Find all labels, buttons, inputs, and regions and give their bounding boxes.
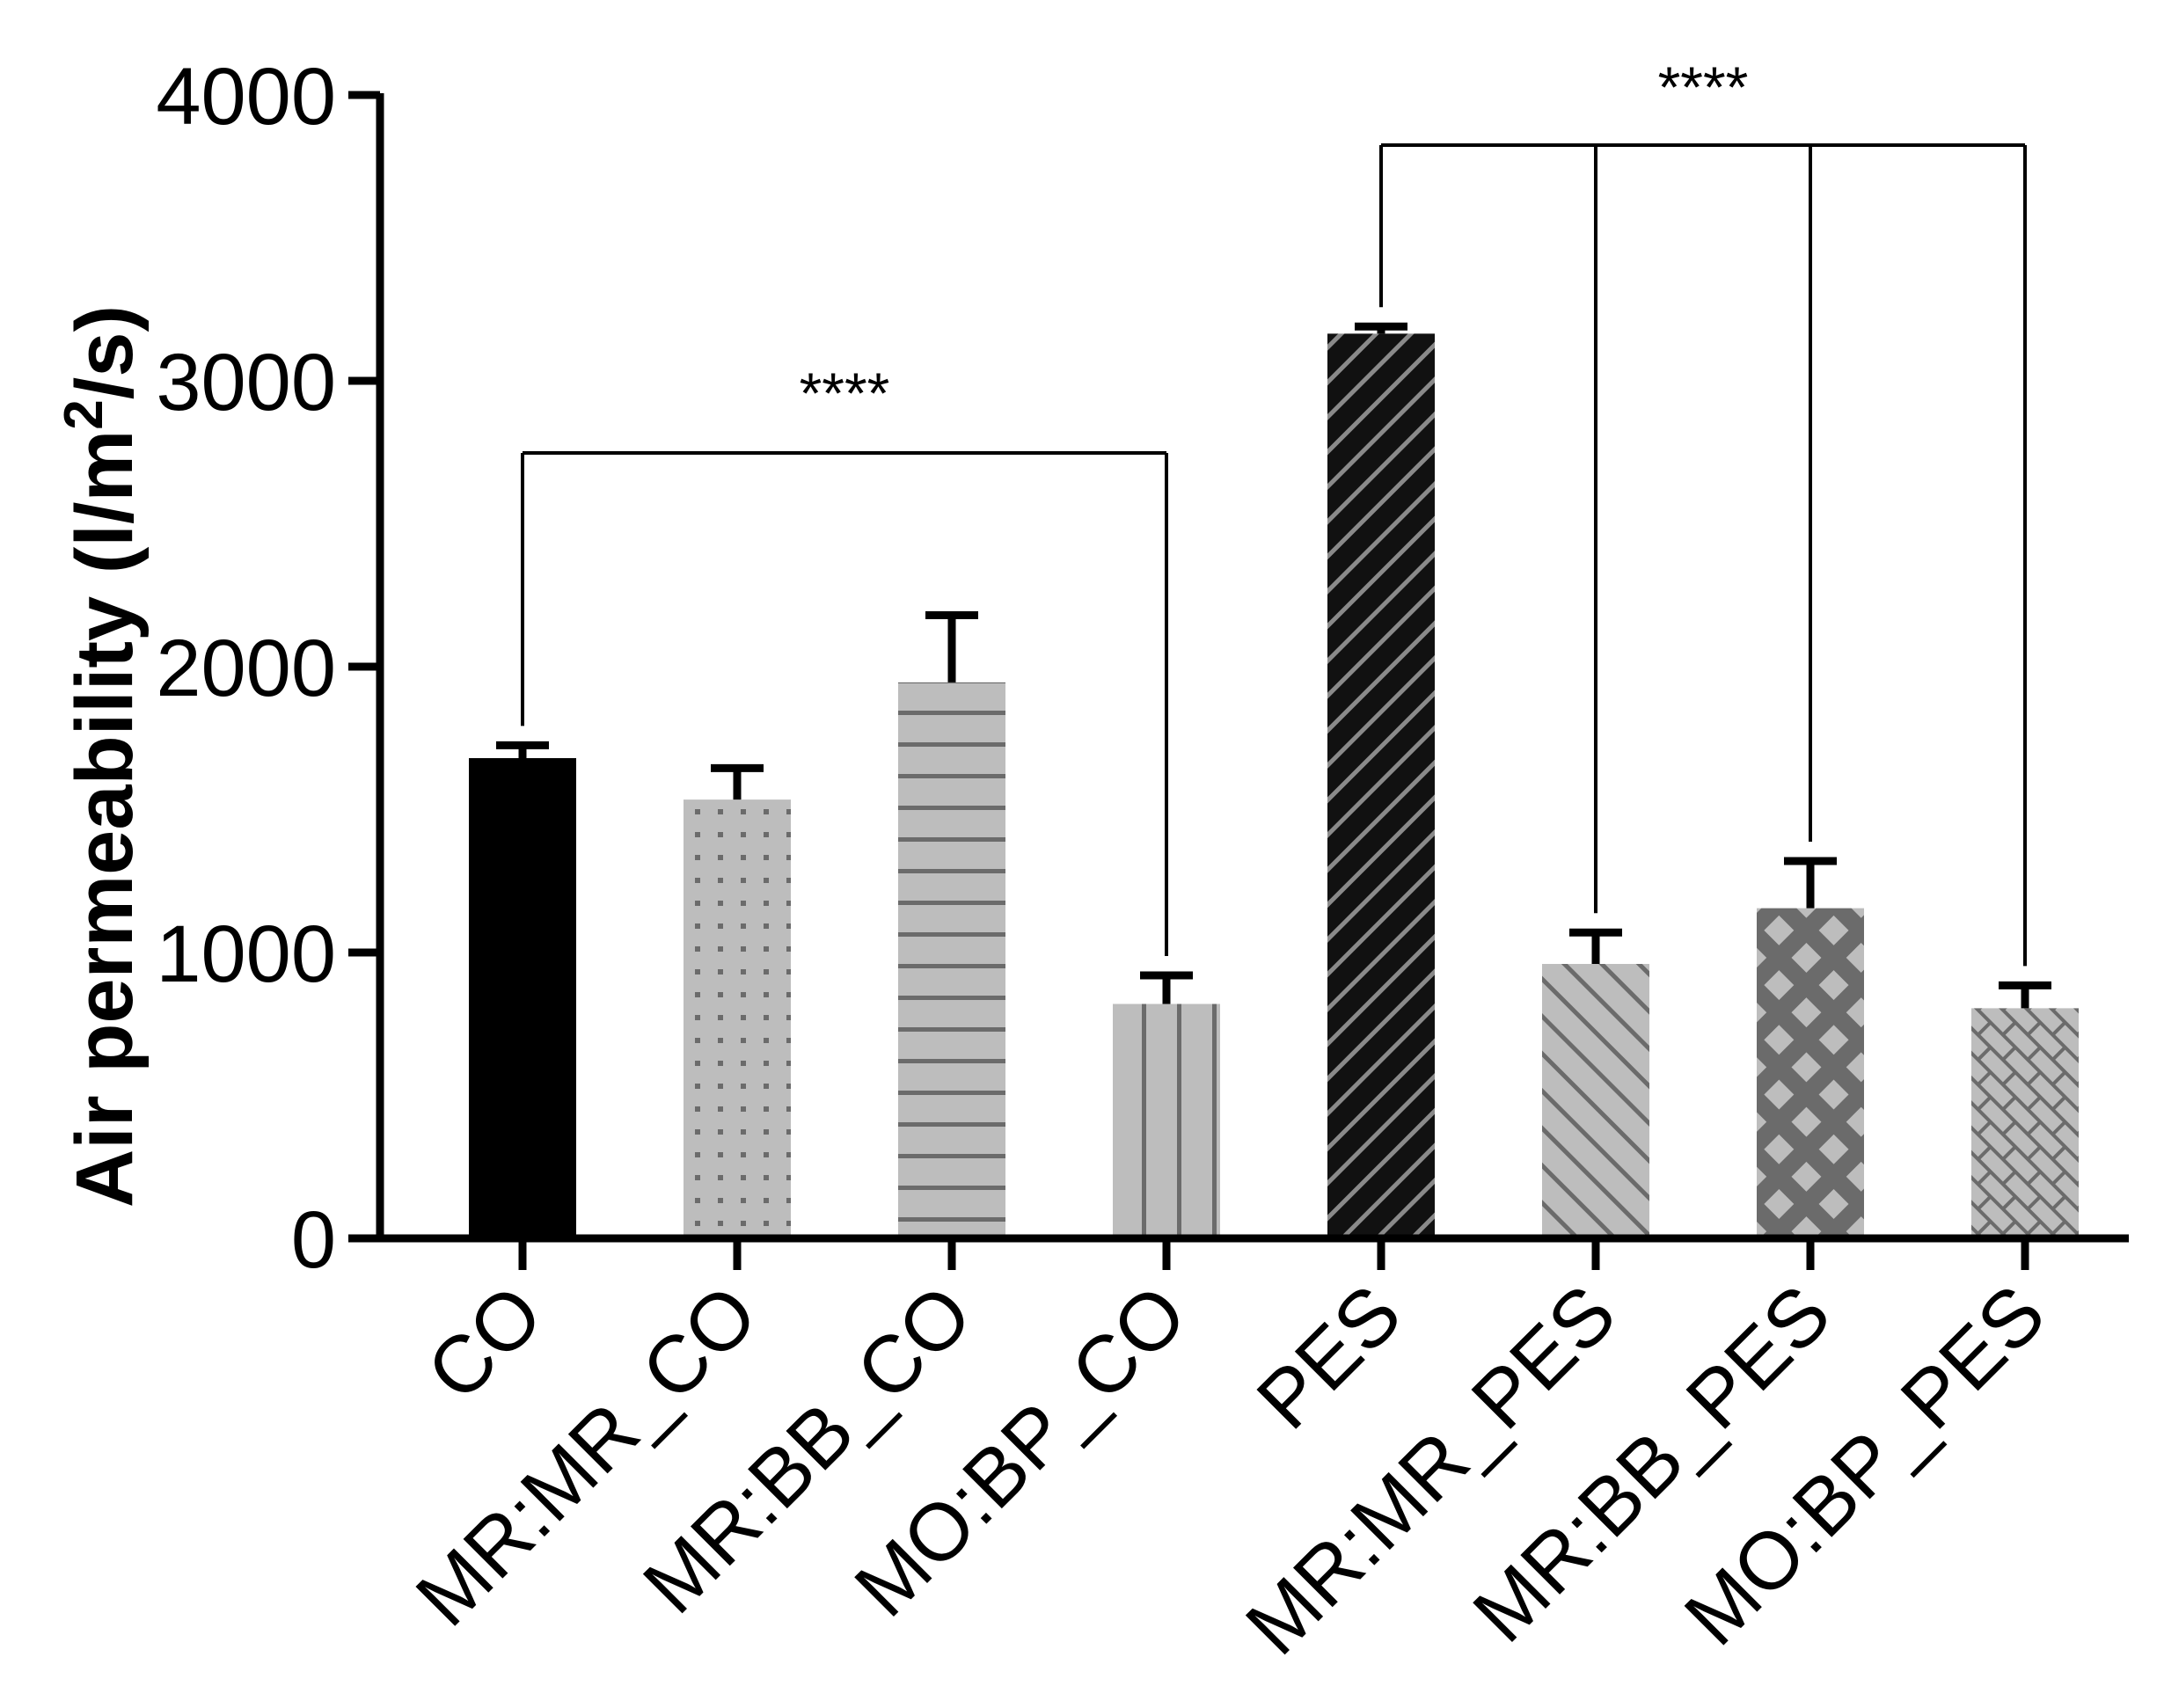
bar-6	[1542, 964, 1649, 1238]
bar-5	[1327, 333, 1435, 1238]
bar-1	[469, 758, 576, 1238]
significance-layer: **** ****	[521, 55, 2027, 967]
bar-3	[898, 682, 1005, 1238]
bar-8	[1971, 1008, 2079, 1238]
x-tick-label-1: CO	[410, 1268, 559, 1418]
y-tick-label-5: 4000	[156, 52, 336, 142]
bar-2	[684, 799, 791, 1238]
bar-7	[1757, 908, 1864, 1238]
significance-label-2: ****	[1658, 55, 1749, 120]
error-bars-layer	[496, 322, 2051, 1009]
y-axis-label: Air permeability (l/m2/s)	[54, 305, 150, 1208]
y-tick-label-2: 1000	[156, 909, 336, 999]
x-tick-label-6: MR:MR_PES	[1229, 1268, 1633, 1672]
bar-4	[1113, 1004, 1220, 1238]
x-tick-label-5: PES	[1240, 1268, 1418, 1446]
y-tick-label-3: 2000	[156, 624, 336, 713]
y-tick-label-4: 3000	[156, 338, 336, 427]
y-tick-label-1: 0	[291, 1195, 336, 1285]
significance-label-1: ****	[800, 361, 890, 426]
bars-layer	[469, 333, 2079, 1238]
